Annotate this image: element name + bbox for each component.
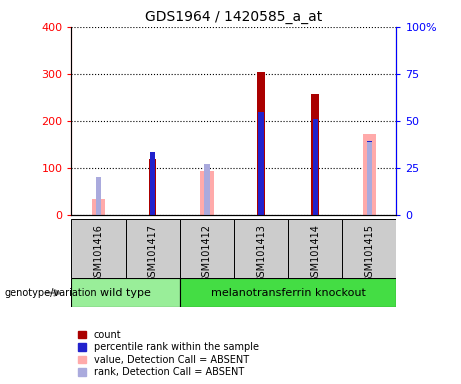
- Bar: [258, 112, 264, 215]
- Text: GSM101412: GSM101412: [202, 223, 212, 283]
- Title: GDS1964 / 1420585_a_at: GDS1964 / 1420585_a_at: [145, 10, 323, 25]
- Text: genotype/variation: genotype/variation: [5, 288, 97, 298]
- Text: GSM101414: GSM101414: [310, 223, 320, 283]
- Bar: [150, 152, 155, 215]
- Bar: [92, 199, 105, 215]
- Bar: [204, 164, 210, 215]
- Bar: [200, 171, 213, 215]
- Bar: [71, 278, 180, 307]
- Legend: count, percentile rank within the sample, value, Detection Call = ABSENT, rank, : count, percentile rank within the sample…: [77, 328, 261, 379]
- Bar: [71, 219, 125, 278]
- Bar: [288, 219, 342, 278]
- Text: wild type: wild type: [100, 288, 151, 298]
- Bar: [180, 219, 234, 278]
- Text: GSM101413: GSM101413: [256, 223, 266, 283]
- Bar: [342, 219, 396, 278]
- Text: GSM101415: GSM101415: [364, 223, 374, 283]
- Text: GSM101416: GSM101416: [94, 223, 104, 283]
- Bar: [125, 219, 180, 278]
- Bar: [313, 119, 318, 215]
- Bar: [366, 142, 372, 215]
- Bar: [363, 134, 376, 215]
- Bar: [366, 141, 372, 215]
- Bar: [96, 177, 101, 215]
- Bar: [149, 159, 156, 215]
- Bar: [312, 94, 319, 215]
- Text: melanotransferrin knockout: melanotransferrin knockout: [211, 288, 366, 298]
- Text: GSM101417: GSM101417: [148, 223, 158, 283]
- Bar: [234, 219, 288, 278]
- Bar: [257, 71, 265, 215]
- Bar: [180, 278, 396, 307]
